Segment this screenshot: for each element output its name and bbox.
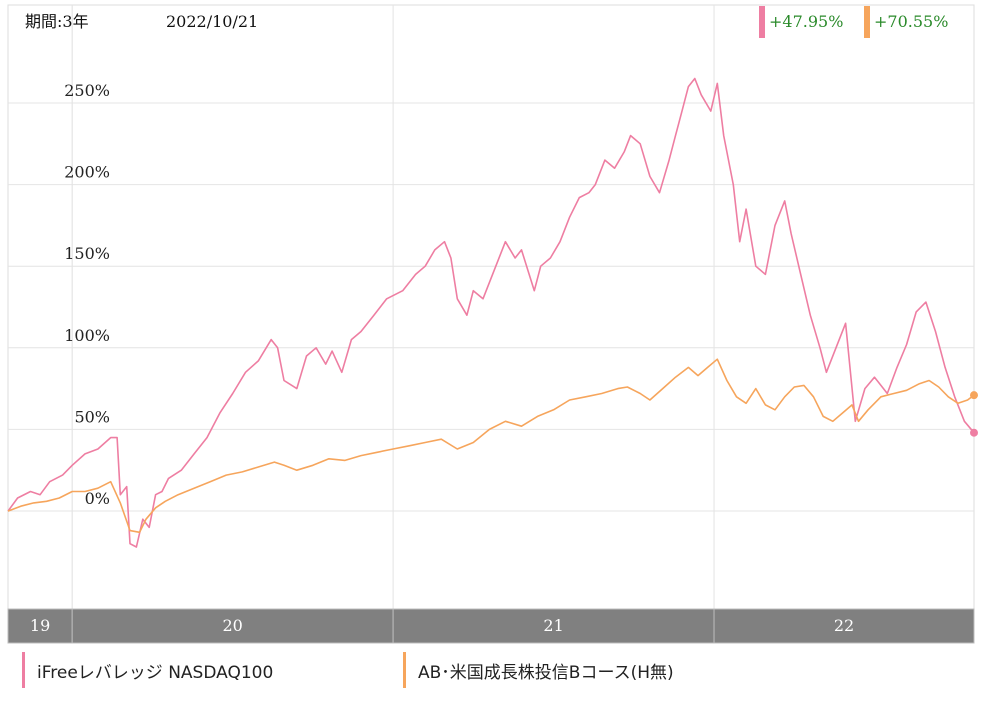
ytick-label-50: 50%: [74, 407, 110, 426]
period-band-21: 21: [392, 608, 715, 644]
ytick-label-100: 100%: [64, 326, 110, 345]
period-band-19: 19: [7, 608, 73, 644]
series-line-1: [7, 77, 975, 548]
legend-swatch-1: [22, 652, 25, 688]
badge-2-swatch: [864, 6, 870, 38]
legend-swatch-2: [403, 652, 406, 688]
period-band-label-20: 20: [222, 616, 242, 635]
legend-item-2: AB･米国成長株投信Bコース(H無): [403, 650, 674, 690]
badge-1-swatch: [759, 6, 765, 38]
period-label: 期間:3年: [25, 12, 89, 31]
period-band-bg-19: [7, 608, 73, 644]
ytick-label-150: 150%: [64, 244, 110, 263]
ytick-label-200: 200%: [64, 163, 110, 182]
period-band-label-19: 19: [30, 616, 50, 635]
series-line-2: [7, 358, 975, 534]
ytick-label-0: 0%: [85, 489, 110, 508]
period-band-label-21: 21: [543, 616, 563, 635]
chart-date: 2022/10/21: [166, 12, 258, 31]
series-endpoint-1: [970, 428, 978, 437]
legend-label-1: iFreeレバレッジ NASDAQ100: [37, 662, 274, 683]
badge-2-text: +70.55%: [874, 12, 948, 31]
series-endpoint-2: [970, 391, 978, 400]
period-band-22: 22: [713, 608, 975, 644]
period-band-20: 20: [71, 608, 394, 644]
period-band-bg-20: [71, 608, 394, 644]
period-band-bg-21: [392, 608, 715, 644]
period-band-bg-22: [713, 608, 975, 644]
badge-1-text: +47.95%: [769, 12, 843, 31]
period-band-label-22: 22: [834, 616, 854, 635]
ytick-label-250: 250%: [64, 81, 110, 100]
legend-item-1: iFreeレバレッジ NASDAQ100: [22, 650, 273, 690]
legend-label-2: AB･米国成長株投信Bコース(H無): [418, 662, 674, 683]
